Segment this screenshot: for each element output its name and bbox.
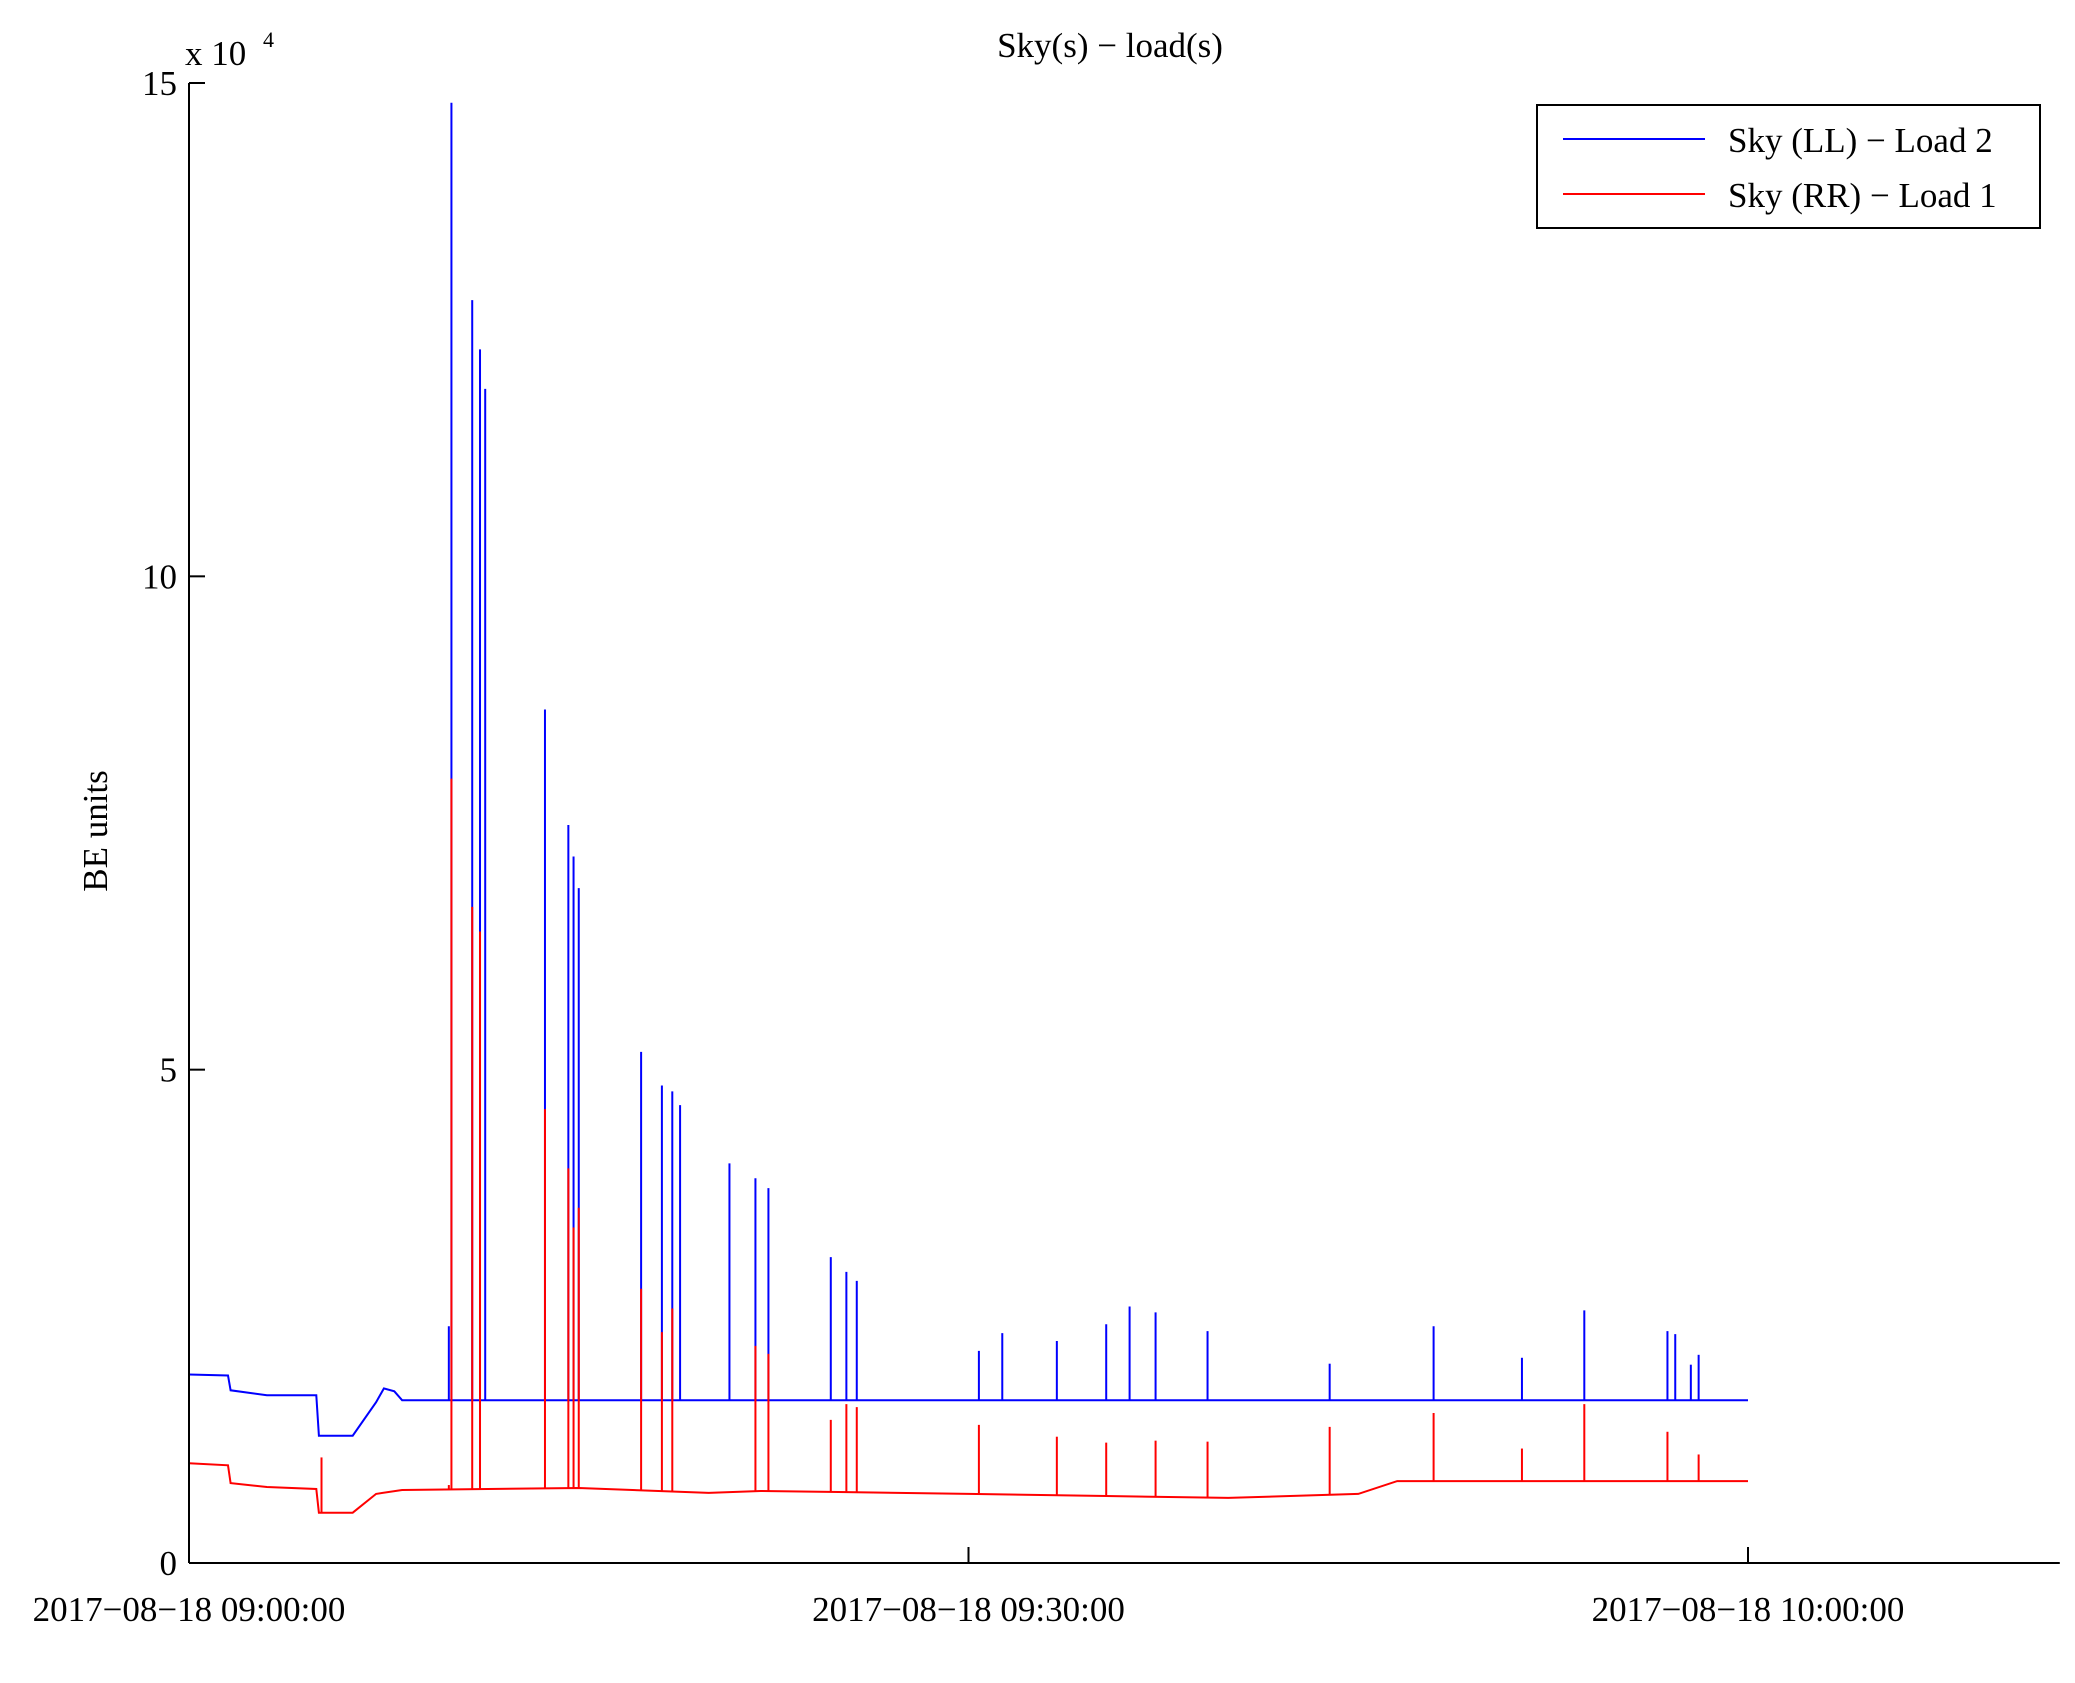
plot-area <box>188 102 1748 1514</box>
y-multiplier-base: x 10 <box>185 34 246 73</box>
y-axis-label: BE units <box>76 770 115 892</box>
y-multiplier: x 10 4 <box>185 27 274 73</box>
series-line <box>188 1373 1748 1437</box>
y-tick-label: 0 <box>160 1544 178 1583</box>
legend-label-rr: Sky (RR) − Load 1 <box>1728 176 1997 215</box>
series-1 <box>188 778 1748 1514</box>
x-tick-label: 2017−08−18 09:30:00 <box>812 1590 1125 1629</box>
y-multiplier-exponent: 4 <box>263 27 274 52</box>
y-tick-label: 10 <box>142 557 177 596</box>
axes: 0 5 10 15 2017−08−18 09:00:00 2017−08−18 09:3… <box>33 64 2060 1629</box>
legend-label-ll: Sky (LL) − Load 2 <box>1728 121 1993 160</box>
y-tick-label: 5 <box>160 1051 178 1090</box>
series-0 <box>188 102 1748 1437</box>
x-tick-label: 2017−08−18 10:00:00 <box>1592 1590 1905 1629</box>
legend-box <box>1536 104 2041 229</box>
series-line <box>188 1462 1748 1514</box>
y-tick-label: 15 <box>142 64 177 103</box>
legend: Sky (LL) − Load 2 Sky (RR) − Load 1 <box>1536 104 2041 229</box>
x-tick-label: 2017−08−18 09:00:00 <box>33 1590 346 1629</box>
chart-title: Sky(s) − load(s) <box>997 26 1223 65</box>
